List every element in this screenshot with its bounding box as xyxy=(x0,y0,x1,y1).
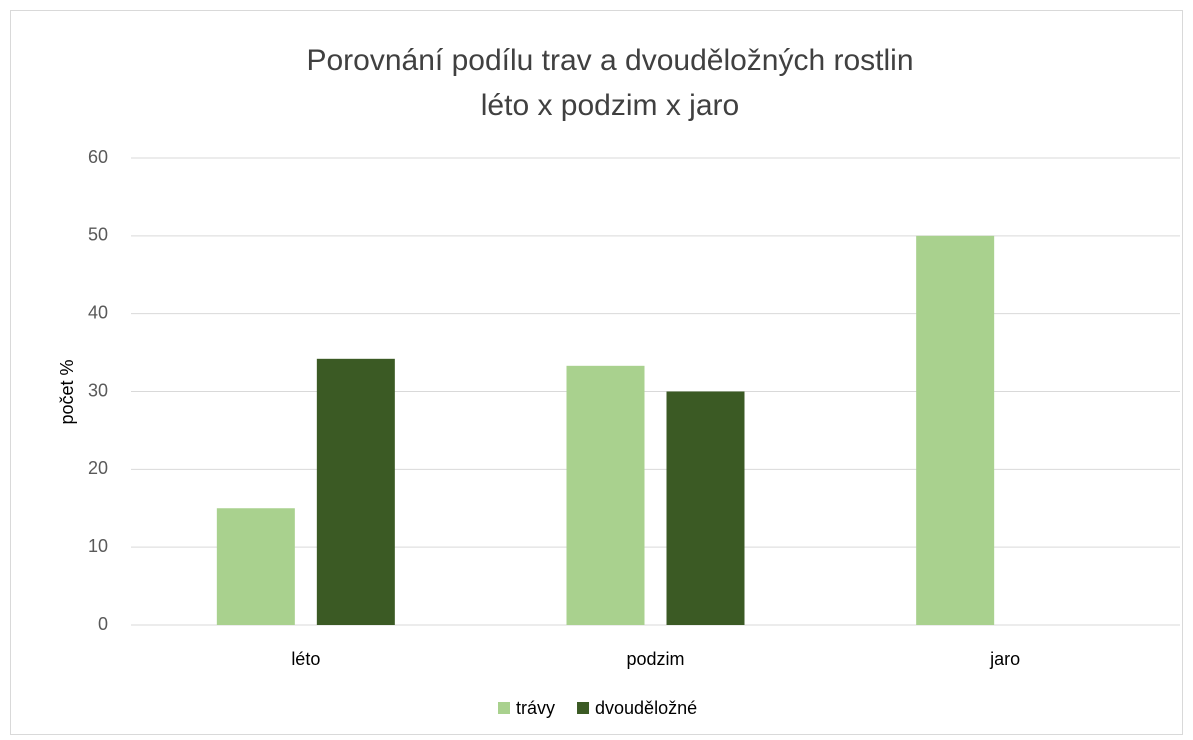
y-tick-label: 30 xyxy=(88,380,108,400)
y-tick-label: 50 xyxy=(88,225,108,245)
chart-title: léto x podzim x jaro xyxy=(481,89,739,122)
legend-swatch xyxy=(577,702,590,714)
y-tick-label: 10 xyxy=(88,536,108,556)
x-tick-label: jaro xyxy=(989,649,1020,669)
bar xyxy=(916,235,995,626)
x-tick-label: léto xyxy=(291,649,320,669)
y-tick-label: 20 xyxy=(88,458,108,478)
legend-swatch xyxy=(498,702,510,714)
legend-label: dvouděložné xyxy=(595,698,697,718)
bar xyxy=(666,391,745,625)
y-tick-label: 40 xyxy=(88,302,108,322)
chart-title: Porovnání podílu trav a dvouděložných ro… xyxy=(306,44,913,77)
bar xyxy=(566,365,645,625)
y-tick-label: 0 xyxy=(98,614,108,634)
y-tick-label: 60 xyxy=(88,147,108,167)
bar xyxy=(216,508,295,625)
x-tick-label: podzim xyxy=(626,649,684,669)
legend-label: trávy xyxy=(516,698,555,718)
bar xyxy=(316,358,395,625)
y-axis-label: počet % xyxy=(57,359,77,424)
